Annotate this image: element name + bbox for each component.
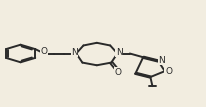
Text: O: O xyxy=(115,68,122,77)
Text: N: N xyxy=(116,48,122,57)
Text: N: N xyxy=(71,48,78,57)
Text: O: O xyxy=(165,67,172,76)
Text: N: N xyxy=(159,56,165,65)
Text: O: O xyxy=(41,47,48,56)
